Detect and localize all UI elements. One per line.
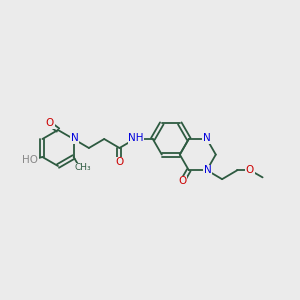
Text: CH₃: CH₃: [74, 164, 91, 172]
Text: O: O: [178, 176, 187, 186]
Text: HO: HO: [22, 155, 38, 165]
Text: O: O: [116, 158, 124, 167]
Text: NH: NH: [128, 133, 143, 143]
Text: N: N: [71, 133, 79, 143]
Text: N: N: [203, 133, 211, 143]
Text: O: O: [246, 165, 254, 175]
Text: N: N: [204, 165, 212, 175]
Text: O: O: [46, 118, 54, 128]
